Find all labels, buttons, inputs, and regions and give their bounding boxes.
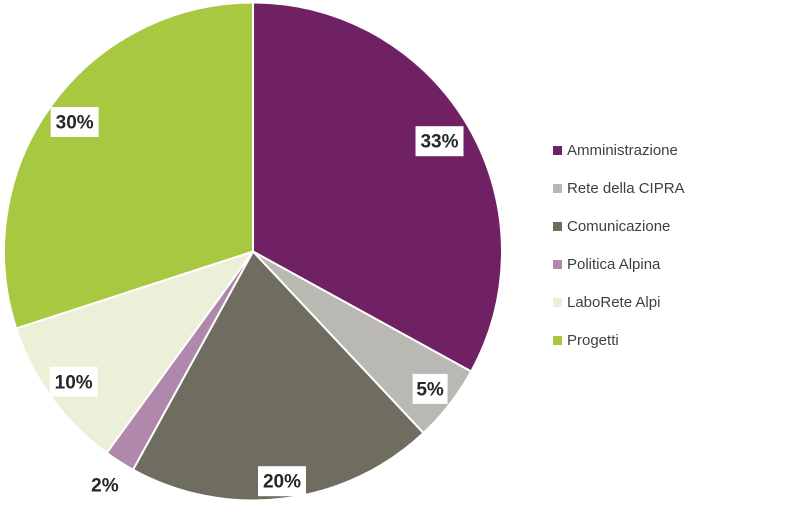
data-label-progetti: 30% xyxy=(50,107,99,137)
legend-item-amministrazione: Amministrazione xyxy=(553,141,783,160)
legend-item-rete-della-cipra: Rete della CIPRA xyxy=(553,179,783,198)
pie-slice-laborete-alpi xyxy=(15,250,254,454)
legend-swatch-icon xyxy=(553,298,562,307)
legend-swatch-icon xyxy=(553,146,562,155)
legend-item-comunicazione: Comunicazione xyxy=(553,217,783,236)
data-label-box xyxy=(412,373,448,404)
legend-swatch-icon xyxy=(553,222,562,231)
pie-slice-progetti xyxy=(3,1,254,330)
legend-item-label: Amministrazione xyxy=(567,142,678,159)
legend-item-label: Progetti xyxy=(567,332,619,349)
legend-item-label: Comunicazione xyxy=(567,218,671,235)
legend-swatch-icon xyxy=(553,260,562,269)
legend-swatch-icon xyxy=(553,184,562,193)
legend-item-label: LaboRete Alpi xyxy=(567,294,661,311)
legend-item-progetti: Progetti xyxy=(553,331,783,350)
legend-swatch-icon xyxy=(553,336,562,345)
data-label-text: 10% xyxy=(55,372,93,393)
data-label-text: 33% xyxy=(420,132,458,153)
data-label-politica-alpina: 2% xyxy=(87,469,123,500)
legend-item-label: Rete della CIPRA xyxy=(567,180,685,197)
data-label-box xyxy=(87,469,123,500)
data-label-rete-della-cipra: 5% xyxy=(412,373,448,404)
legend-item-laborete-alpi: LaboRete Alpi xyxy=(553,293,783,312)
data-label-text: 20% xyxy=(263,472,301,493)
data-label-box xyxy=(49,366,98,397)
data-label-text: 30% xyxy=(56,113,94,134)
pie-slice-amministrazione xyxy=(252,1,503,373)
chart-legend: Amministrazione Rete della CIPRA Comunicaz… xyxy=(553,141,783,369)
data-label-box xyxy=(258,466,306,497)
data-label-amministrazione: 33% xyxy=(415,126,464,157)
data-label-text: 2% xyxy=(91,475,119,496)
data-label-comunicazione: 20% xyxy=(258,466,306,497)
data-label-laborete-alpi: 10% xyxy=(49,366,98,397)
pie-slice-comunicazione xyxy=(132,250,425,502)
data-label-text: 5% xyxy=(416,379,444,400)
data-label-box xyxy=(50,107,99,137)
legend-item-politica-alpina: Politica Alpina xyxy=(553,255,783,274)
data-label-box xyxy=(415,126,464,157)
legend-item-label: Politica Alpina xyxy=(567,256,661,273)
